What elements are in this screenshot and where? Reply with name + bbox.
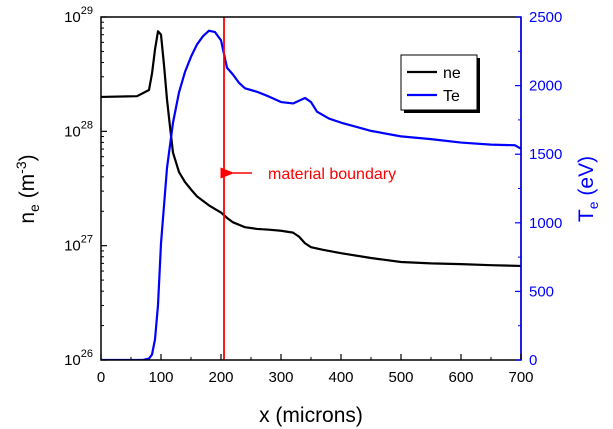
x-tick-label: 500	[388, 369, 413, 386]
y-right-title-unit: (eV)	[575, 156, 598, 202]
y-left-title-unit-open: (m	[16, 174, 39, 204]
y-left-title-base: n	[16, 212, 39, 224]
y-left-title-sub: e	[26, 204, 42, 212]
x-tick-label: 400	[328, 369, 353, 386]
series-layer	[101, 29, 521, 360]
material-boundary-label: material boundary	[268, 166, 396, 183]
x-tick-label: 100	[148, 369, 173, 386]
y-left-tick-label: 1027	[64, 234, 93, 255]
y-right-tick-label: 1000	[529, 215, 562, 232]
y-left-title-unit-close: )	[16, 154, 39, 161]
y-axis-right-title: Te (eV)	[575, 156, 601, 222]
y-left-tick-label: 1029	[64, 5, 93, 26]
legend-label-ne: ne	[443, 65, 461, 82]
x-axis-title: x (microns)	[259, 404, 363, 427]
y-right-tick-label: 0	[529, 352, 537, 369]
y-axis-left-title: ne (m-3)	[13, 154, 42, 223]
x-tick-label: 300	[268, 369, 293, 386]
y-left-tick-label: 1026	[64, 348, 93, 369]
x-tick-label: 600	[448, 369, 473, 386]
series-line-Te	[101, 29, 521, 360]
y-right-tick-label: 500	[529, 283, 554, 300]
y-left-tick-label: 1028	[64, 119, 93, 140]
y-right-title-base: T	[575, 209, 598, 222]
legend: ne Te	[400, 54, 480, 113]
legend-label-Te: Te	[443, 88, 460, 105]
y-left-title-unit-sup: -3	[13, 161, 29, 174]
x-tick-label: 700	[508, 369, 533, 386]
y-right-tick-label: 1500	[529, 146, 562, 163]
series-line-ne	[101, 30, 521, 268]
axis-layer: 0 100 200 300 400 500 600 700 1026 1027 1028 1029 0 5…	[64, 5, 562, 386]
annotation-layer: material boundary	[220, 17, 396, 360]
y-right-title-sub: e	[585, 201, 601, 209]
x-tick-label: 200	[208, 369, 233, 386]
legend-box	[400, 54, 478, 111]
y-right-tick-label: 2500	[529, 9, 562, 26]
y-right-tick-label: 2000	[529, 78, 562, 95]
x-tick-label: 0	[97, 369, 105, 386]
